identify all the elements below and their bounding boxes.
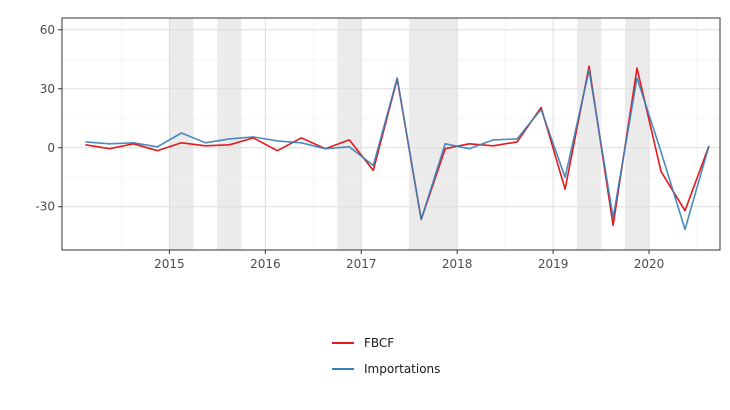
legend-label-fbcf: FBCF bbox=[364, 336, 395, 350]
x-tick-label: 2018 bbox=[442, 257, 473, 271]
x-tick-label: 2020 bbox=[634, 257, 665, 271]
shaded-period bbox=[409, 18, 458, 250]
series-line-importations bbox=[85, 69, 710, 231]
shaded-periods bbox=[169, 18, 650, 250]
legend-item-fbcf: FBCF bbox=[332, 330, 440, 356]
y-tick-label: 60 bbox=[40, 23, 55, 37]
legend: FBCF Importations bbox=[332, 330, 440, 382]
shaded-period bbox=[217, 18, 242, 250]
legend-key-importations bbox=[332, 368, 354, 370]
y-axis: -30 0 30 60 bbox=[35, 23, 62, 214]
panel-border bbox=[61, 17, 721, 251]
shaded-period bbox=[337, 18, 362, 250]
gridlines bbox=[62, 18, 720, 250]
x-tick-label: 2019 bbox=[538, 257, 569, 271]
legend-item-importations: Importations bbox=[332, 356, 440, 382]
shaded-period bbox=[625, 18, 650, 250]
series-lines bbox=[85, 65, 710, 231]
x-tick-label: 2015 bbox=[154, 257, 185, 271]
shaded-period bbox=[169, 18, 194, 250]
x-tick-label: 2017 bbox=[346, 257, 377, 271]
x-tick-label: 2016 bbox=[250, 257, 281, 271]
legend-label-importations: Importations bbox=[364, 362, 441, 376]
y-tick-label: 30 bbox=[40, 82, 55, 96]
y-tick-label: -30 bbox=[35, 200, 55, 214]
shaded-period bbox=[577, 18, 602, 250]
legend-key-fbcf bbox=[332, 342, 354, 344]
x-axis: 2015 2016 2017 2018 2019 2020 bbox=[154, 250, 664, 271]
y-tick-label: 0 bbox=[47, 141, 55, 155]
